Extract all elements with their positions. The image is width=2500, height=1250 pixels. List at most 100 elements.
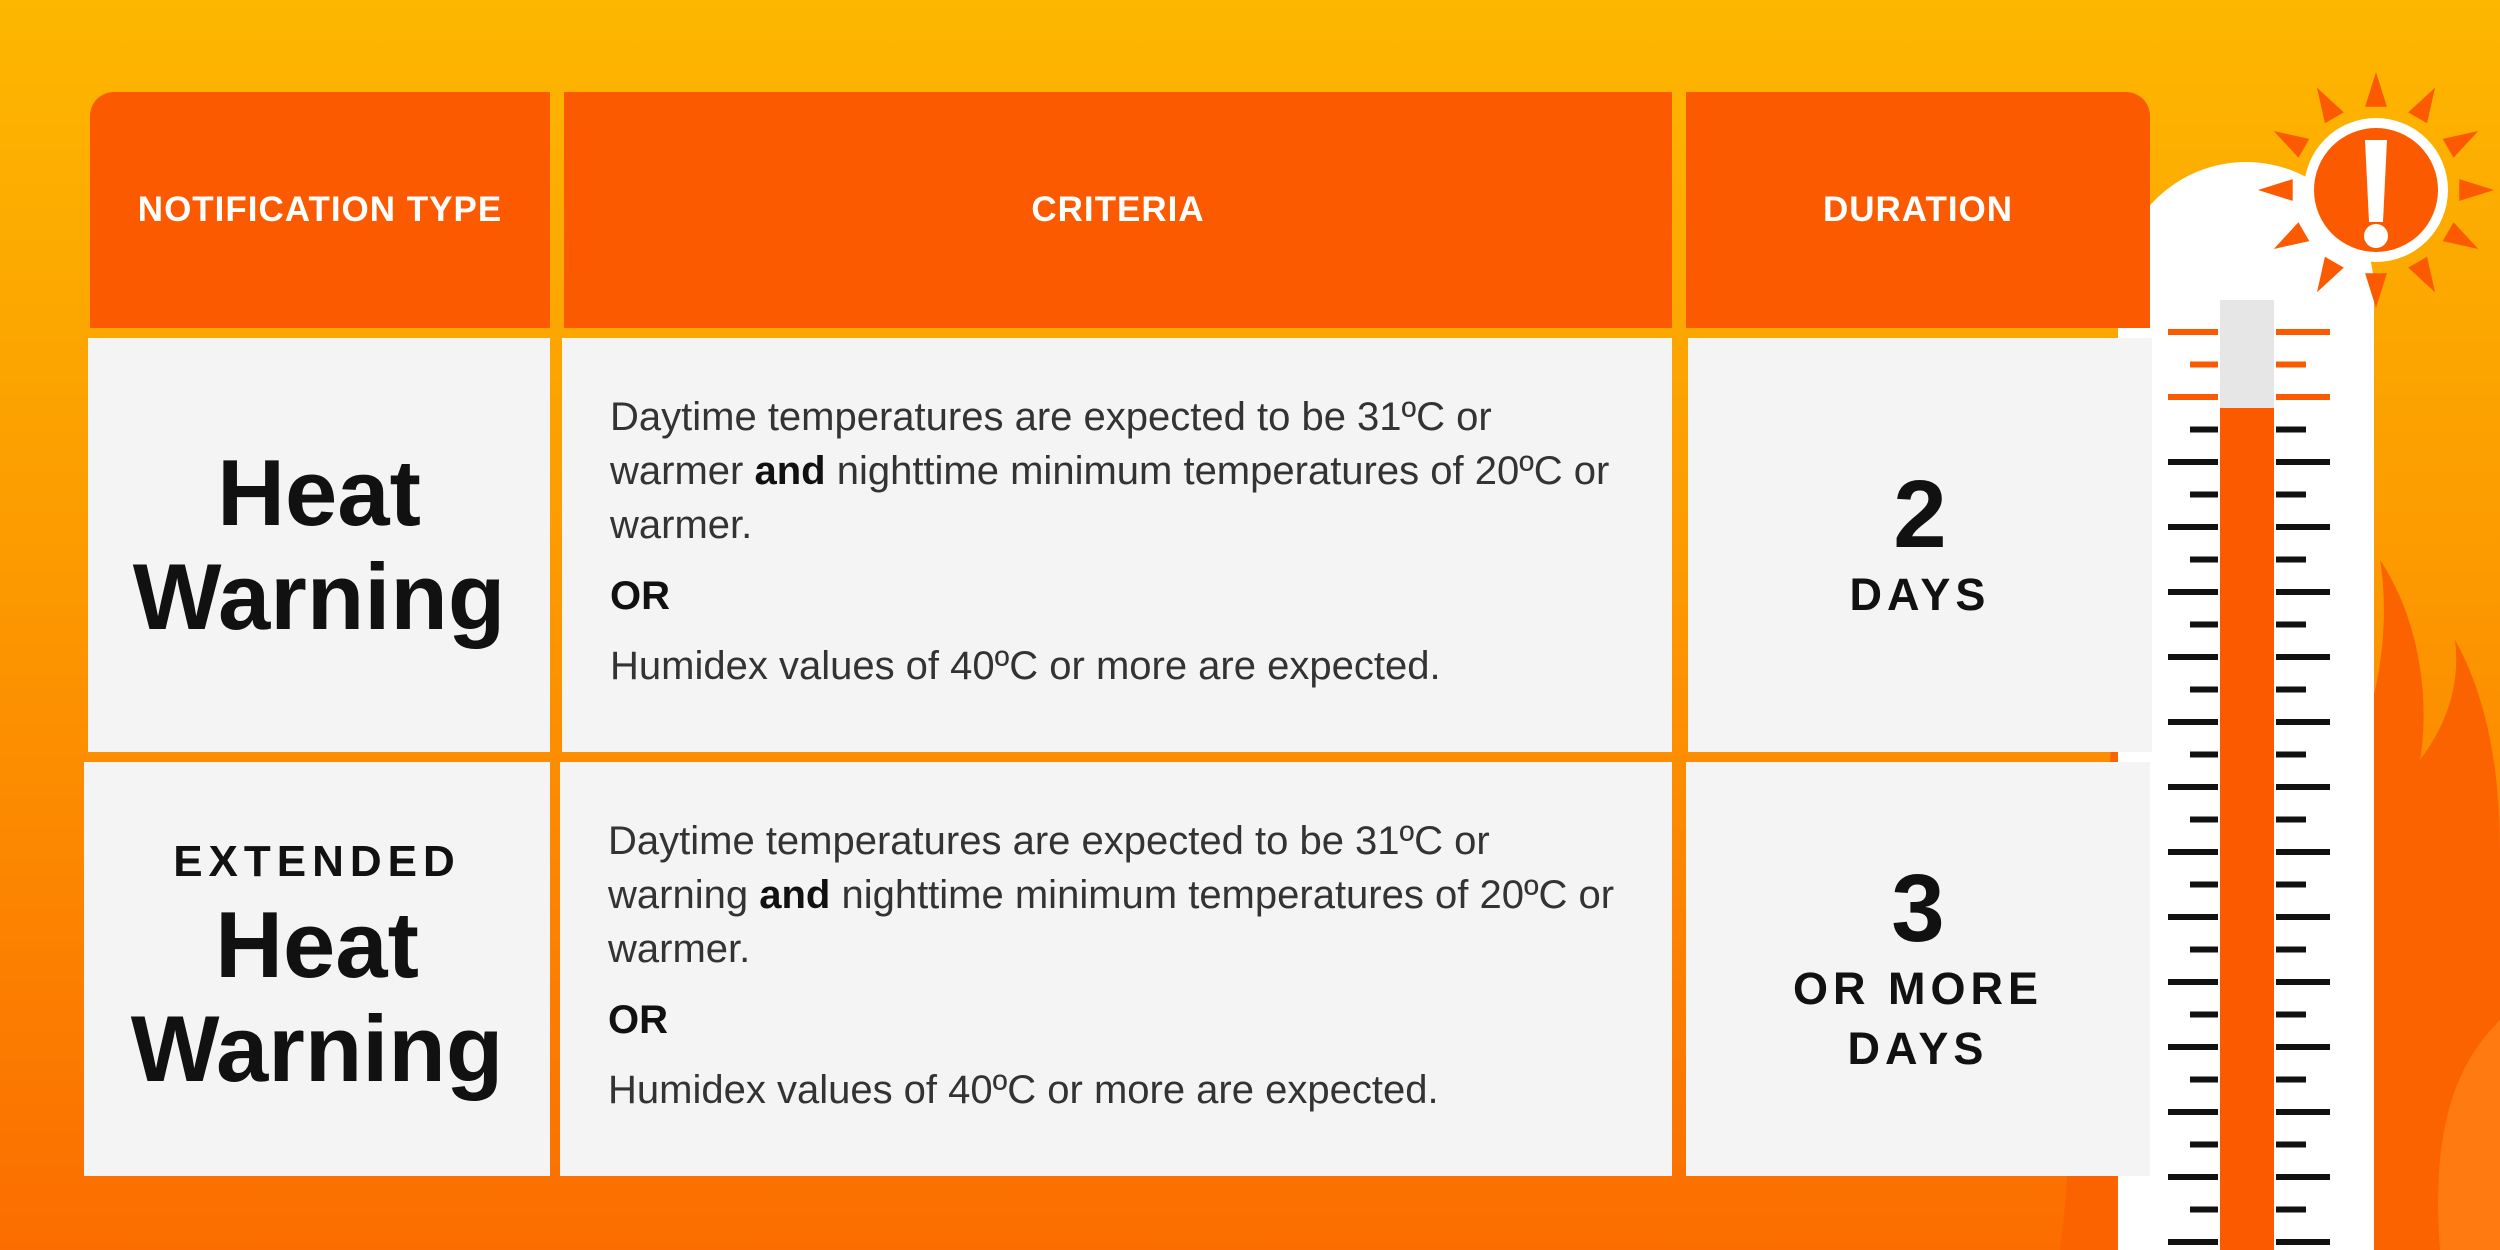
thermometer-tick — [2168, 1174, 2218, 1180]
thermometer-tick — [2276, 361, 2306, 368]
type-cell-heat-warning: Heat Warning — [88, 338, 550, 752]
thermometer-tick — [2276, 881, 2306, 888]
type-cell-extended-heat-warning: EXTENDED Heat Warning — [84, 762, 550, 1176]
thermometer-tick — [2168, 784, 2218, 790]
thermometer-tick — [2168, 979, 2218, 985]
thermometer-tick — [2168, 1109, 2218, 1115]
criteria-temperature-text: Daytime temperatures are expected to be … — [608, 814, 1632, 976]
thermometer-tick — [2190, 621, 2218, 628]
thermometer-tick — [2276, 654, 2330, 660]
thermometer-tick — [2190, 556, 2218, 563]
sun-ray — [2408, 256, 2435, 293]
thermometer-tick — [2168, 524, 2218, 530]
sun-ray — [2442, 131, 2479, 158]
thermometer-tick — [2276, 1141, 2306, 1148]
thermometer-tick — [2276, 1011, 2306, 1018]
thermometer-tick — [2190, 1076, 2218, 1083]
thermometer-tick — [2276, 1076, 2306, 1083]
thermometer-tick — [2168, 849, 2218, 855]
thermometer-tick — [2276, 426, 2306, 433]
header-duration: DURATION — [1686, 92, 2150, 328]
thermometer-tick — [2190, 751, 2218, 758]
criteria-temperature-text: Daytime temperatures are expected to be … — [610, 390, 1632, 552]
thermometer-tick — [2276, 849, 2330, 855]
thermometer-tick — [2276, 1206, 2306, 1213]
thermometer-icon — [2118, 162, 2374, 1250]
thermometer-tick — [2276, 719, 2330, 725]
thermometer-tick — [2276, 751, 2306, 758]
heat-warning-table: NOTIFICATION TYPE CRITERIA DURATION Heat… — [84, 92, 2152, 1176]
sun-alert-icon — [2258, 72, 2494, 308]
sun-ray — [2408, 87, 2435, 124]
thermometer-tick — [2276, 491, 2306, 498]
thermometer-tick — [2168, 394, 2218, 400]
thermometer-tick — [2168, 329, 2218, 335]
thermometer-tick — [2276, 914, 2330, 920]
thermometer-tick — [2190, 1141, 2218, 1148]
criteria-humidex-text: Humidex values of 40ºC or more are expec… — [610, 644, 1441, 688]
thermometer-tick — [2168, 654, 2218, 660]
sun-ray — [2365, 72, 2387, 107]
criteria-part: nighttime minimum temperatures of 20ºC o… — [608, 873, 1615, 971]
sun-ray — [2258, 179, 2293, 201]
duration-unit: DAYS — [1847, 1023, 1989, 1074]
header-criteria: CRITERIA — [564, 92, 1672, 328]
thermometer-tick — [2276, 784, 2330, 790]
thermometer-tick — [2276, 1044, 2330, 1050]
type-line2: Warning — [130, 996, 504, 1101]
criteria-and: and — [754, 449, 826, 493]
duration-unit: OR MORE — [1792, 963, 2043, 1014]
thermometer-tick — [2190, 491, 2218, 498]
sun-ray — [2459, 179, 2494, 201]
thermometer-tick — [2276, 946, 2306, 953]
sun-ray — [2273, 131, 2310, 158]
thermometer-tick — [2168, 1239, 2218, 1245]
thermometer-tick — [2190, 1011, 2218, 1018]
thermometer-tick — [2276, 1239, 2330, 1245]
criteria-part: nighttime minimum temperatures of 20ºC o… — [610, 449, 1610, 547]
thermometer-tick — [2276, 459, 2330, 465]
thermometer-tick — [2190, 426, 2218, 433]
thermometer-tick — [2168, 589, 2218, 595]
duration-cell-heat-warning: 2 DAYS — [1688, 338, 2152, 752]
criteria-cell-extended-heat-warning: Daytime temperatures are expected to be … — [560, 762, 1672, 1176]
type-prefix: EXTENDED — [173, 837, 461, 886]
thermometer-tick — [2168, 459, 2218, 465]
sun-ray — [2273, 222, 2310, 249]
thermometer-tick — [2276, 329, 2330, 335]
thermometer-tick — [2190, 946, 2218, 953]
thermometer-tick — [2190, 1206, 2218, 1213]
thermometer-tick — [2190, 881, 2218, 888]
criteria-part: Daytime temperatures are expected to be … — [608, 819, 1490, 917]
criteria-and: and — [759, 873, 831, 917]
duration-cell-extended-heat-warning: 3 OR MORE DAYS — [1686, 762, 2150, 1176]
thermometer-tick — [2276, 621, 2306, 628]
header-notification-type: NOTIFICATION TYPE — [90, 92, 550, 328]
thermometer-tick — [2276, 556, 2306, 563]
thermometer-tick — [2168, 914, 2218, 920]
criteria-cell-heat-warning: Daytime temperatures are expected to be … — [562, 338, 1672, 752]
type-line1: Heat — [217, 440, 421, 545]
thermometer-tick — [2168, 1044, 2218, 1050]
thermometer-tick — [2276, 589, 2330, 595]
duration-unit: DAYS — [1849, 569, 1991, 620]
sun-ray — [2442, 222, 2479, 249]
type-line2: Warning — [132, 544, 506, 649]
duration-number: 2 — [1893, 461, 1947, 568]
thermometer-tick — [2276, 816, 2306, 823]
duration-number: 3 — [1891, 855, 1945, 962]
thermometer-tick — [2276, 394, 2330, 400]
thermometer-tick — [2168, 719, 2218, 725]
sun-ray — [2365, 273, 2387, 308]
thermometer-tick — [2276, 686, 2306, 693]
criteria-or: OR — [608, 998, 668, 1042]
type-line1: Heat — [215, 892, 419, 997]
criteria-humidex-text: Humidex values of 40ºC or more are expec… — [608, 1068, 1439, 1112]
thermometer-tick — [2276, 979, 2330, 985]
sun-ray — [2317, 256, 2344, 293]
thermometer-tick — [2276, 1174, 2330, 1180]
sun-ray — [2317, 87, 2344, 124]
thermometer-tick — [2276, 1109, 2330, 1115]
criteria-part: Daytime temperatures are expected to be … — [610, 395, 1492, 493]
